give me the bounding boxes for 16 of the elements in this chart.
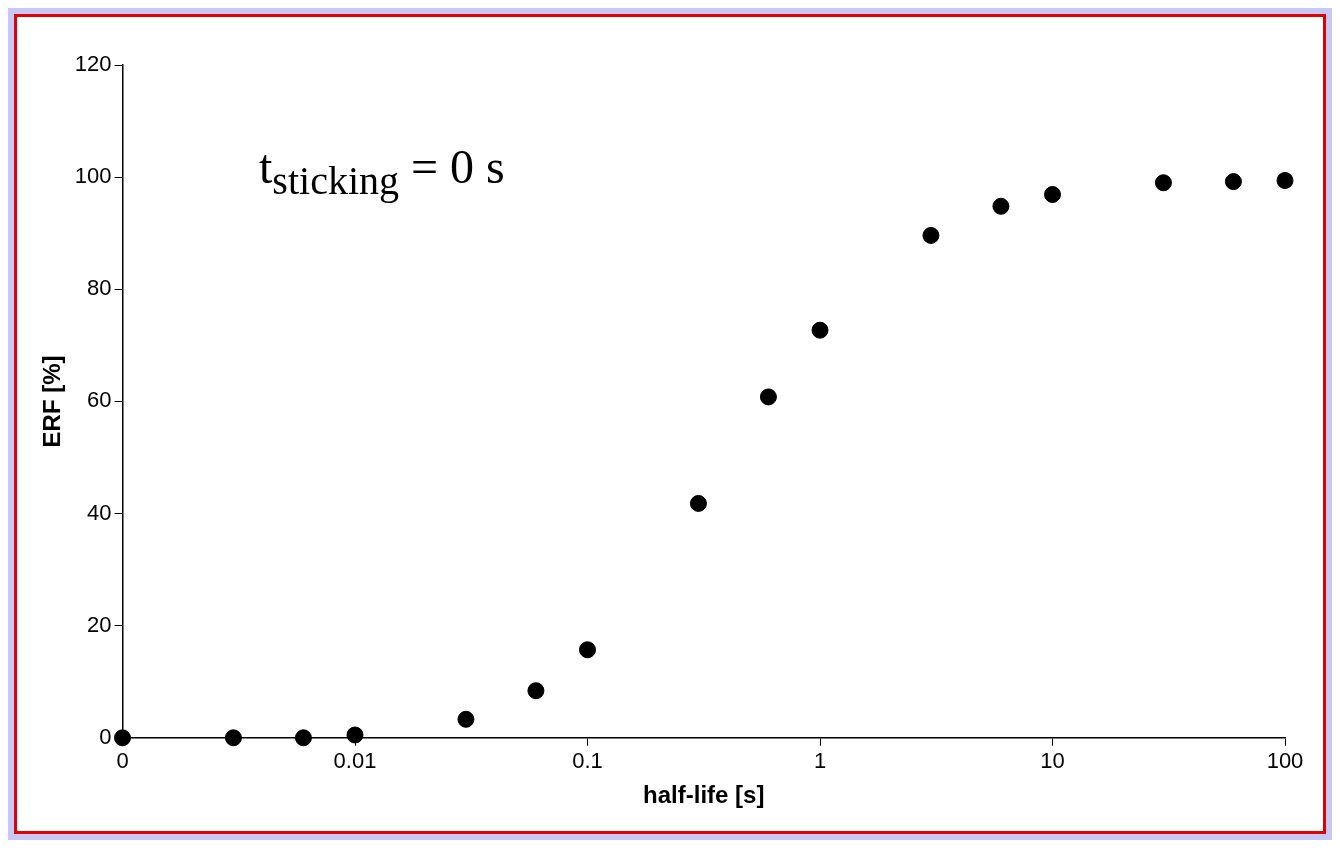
y-tick-label: 40 (87, 499, 112, 525)
y-tick-label: 100 (74, 163, 112, 189)
x-tick-label: 0.01 (333, 748, 377, 774)
y-tick-label: 80 (87, 275, 112, 301)
x-tick-label: 0 (116, 748, 129, 774)
x-tick-label: 100 (1266, 748, 1304, 774)
x-tick-label: 0.1 (572, 748, 603, 774)
x-axis-title: half-life [s] (643, 781, 765, 809)
y-tick-label: 60 (87, 387, 112, 413)
annotation: t$_{sticking}$ = 0 s (259, 139, 505, 204)
y-tick-label: 20 (87, 611, 112, 637)
x-tick-label: 10 (1040, 748, 1065, 774)
x-tick-label: 1 (813, 748, 827, 774)
y-tick-label: 120 (74, 51, 112, 77)
y-tick-label: 0 (99, 723, 112, 749)
y-axis-title: ERF [%] (38, 355, 66, 448)
